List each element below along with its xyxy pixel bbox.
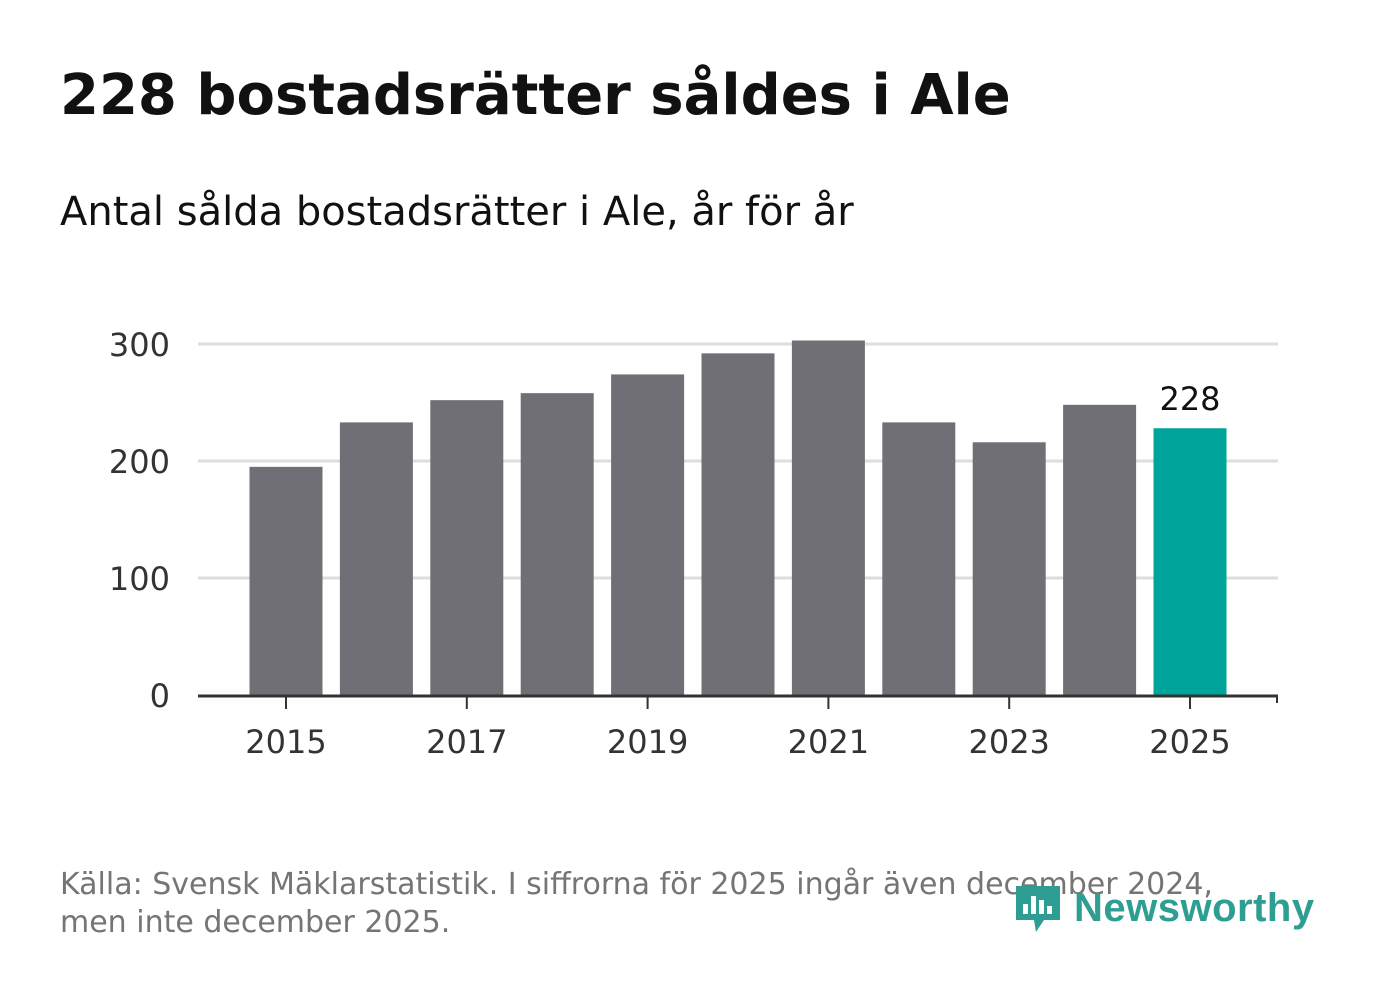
bar-2016 [339, 422, 413, 695]
x-tick-label: 2023 [968, 723, 1049, 761]
bar-2022 [882, 422, 956, 695]
bar-2020 [701, 353, 775, 695]
y-tick-label: 200 [109, 443, 170, 481]
x-tick-label: 2025 [1149, 723, 1230, 761]
chart-title: 228 bostadsrätter såldes i Ale [60, 63, 1011, 128]
bar-2015 [249, 466, 323, 695]
y-tick-label: 100 [109, 560, 170, 598]
bar-chart: 0 100 200 300 228 2015 2017 2019 2021 2023 2025 [109, 326, 1278, 761]
bar-2024 [1063, 404, 1137, 695]
axes [198, 694, 1278, 709]
x-tick-label: 2019 [607, 723, 688, 761]
labels: 0 100 200 300 228 2015 2017 2019 2021 2023 2025 [109, 326, 1231, 761]
data-label-2025: 228 [1159, 380, 1220, 418]
bar-2023 [972, 442, 1046, 695]
bar-2018 [520, 393, 594, 695]
x-tick-label: 2015 [245, 723, 326, 761]
newsworthy-logo-icon [1016, 886, 1060, 932]
x-tick-label: 2017 [426, 723, 507, 761]
bars [249, 340, 1227, 695]
newsworthy-logo-text: Newsworthy [1074, 885, 1315, 930]
chart-subtitle: Antal sålda bostadsrätter i Ale, år för … [60, 189, 854, 235]
bar-2021 [791, 340, 865, 695]
newsworthy-logo: Newsworthy [1010, 880, 1315, 936]
bar-2017 [430, 400, 504, 695]
bar-2019 [611, 374, 685, 695]
bar-2025 [1153, 428, 1227, 695]
x-tick-label: 2021 [788, 723, 869, 761]
y-tick-label: 300 [109, 326, 170, 364]
y-tick-label: 0 [150, 677, 170, 715]
